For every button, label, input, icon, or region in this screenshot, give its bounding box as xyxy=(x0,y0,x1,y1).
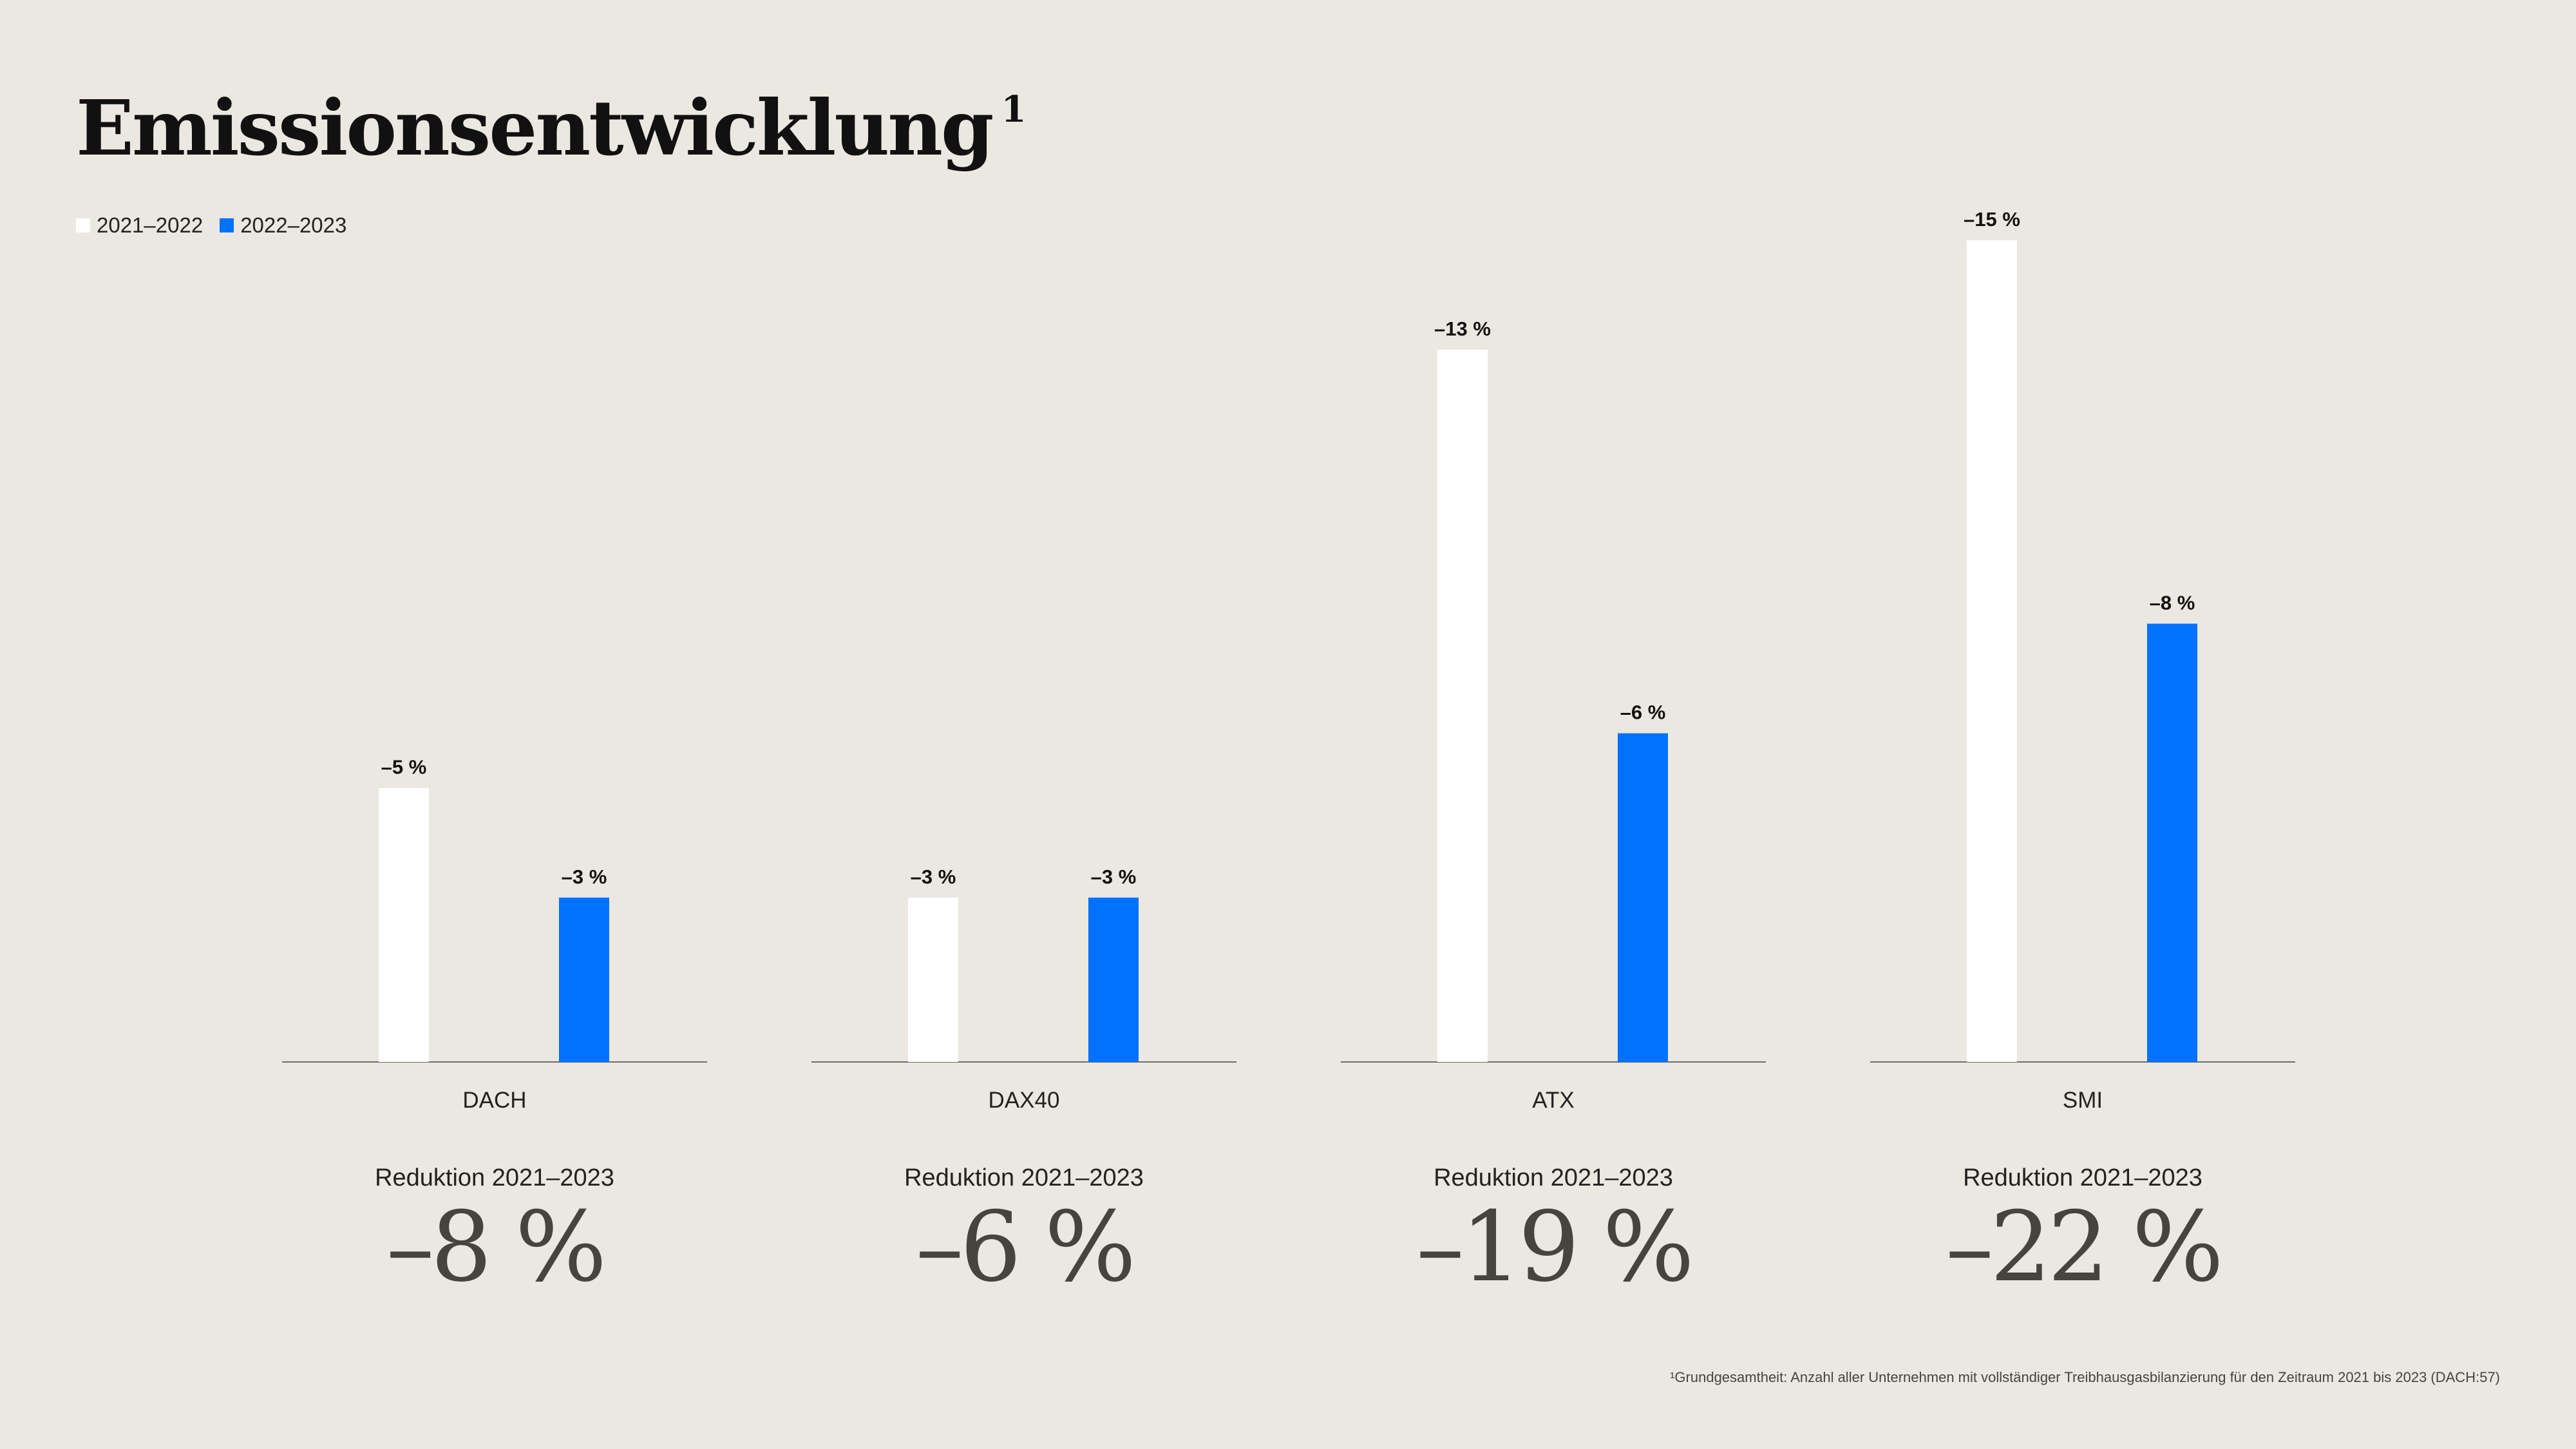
data-label-smi-series-2: –8 % xyxy=(2150,591,2195,614)
group-subtitle-dax40: Reduktion 2021–2023 xyxy=(904,1164,1144,1191)
bar-dach-series-2 xyxy=(559,897,609,1062)
bar-atx-series-2 xyxy=(1618,733,1668,1062)
footnote: ¹Grundgesamtheit: Anzahl aller Unternehm… xyxy=(1670,1369,2500,1385)
data-label-atx-series-2: –6 % xyxy=(1620,701,1666,724)
data-label-dach-series-1: –5 % xyxy=(381,756,427,779)
legend-swatch-series-1 xyxy=(76,218,90,232)
data-label-atx-series-1: –13 % xyxy=(1434,317,1491,340)
group-subtitle-smi: Reduktion 2021–2023 xyxy=(1963,1164,2202,1191)
data-label-dax40-series-1: –3 % xyxy=(911,866,956,888)
group-subtitle-atx: Reduktion 2021–2023 xyxy=(1434,1164,1673,1191)
bar-smi-series-1 xyxy=(1967,240,2017,1062)
legend-label-series-1: 2021–2022 xyxy=(97,213,204,237)
bar-dach-series-1 xyxy=(379,788,429,1062)
category-label-dach: DACH xyxy=(462,1088,526,1113)
category-label-atx: ATX xyxy=(1532,1088,1574,1113)
bar-dax40-series-1 xyxy=(908,897,958,1062)
data-label-dach-series-2: –3 % xyxy=(562,866,607,888)
legend-item-series-1: 2021–2022 xyxy=(76,213,203,238)
legend-swatch-series-2 xyxy=(220,218,234,232)
data-label-dax40-series-2: –3 % xyxy=(1091,866,1137,888)
legend-label-series-2: 2022–2023 xyxy=(240,213,347,237)
bar-dax40-series-2 xyxy=(1088,897,1139,1062)
category-label-smi: SMI xyxy=(2063,1088,2103,1113)
bar-atx-series-1 xyxy=(1437,350,1488,1063)
category-label-dax40: DAX40 xyxy=(989,1088,1060,1113)
legend-item-series-2: 2022–2023 xyxy=(220,213,346,238)
legend: 2021–2022 2022–2023 xyxy=(76,213,363,238)
data-label-smi-series-1: –15 % xyxy=(1964,208,2020,231)
title-text: Emissionsentwicklung xyxy=(76,83,994,173)
group-value-dach: –8 % xyxy=(386,1191,607,1303)
group-value-atx: –19 % xyxy=(1416,1191,1694,1303)
group-value-smi: –22 % xyxy=(1945,1191,2224,1303)
page-title: Emissionsentwicklung 1 xyxy=(76,90,1027,166)
group-subtitle-dach: Reduktion 2021–2023 xyxy=(375,1164,614,1191)
title-footnote-marker: 1 xyxy=(1001,88,1027,131)
group-value-dax40: –6 % xyxy=(915,1191,1137,1303)
bar-smi-series-2 xyxy=(2147,623,2197,1062)
